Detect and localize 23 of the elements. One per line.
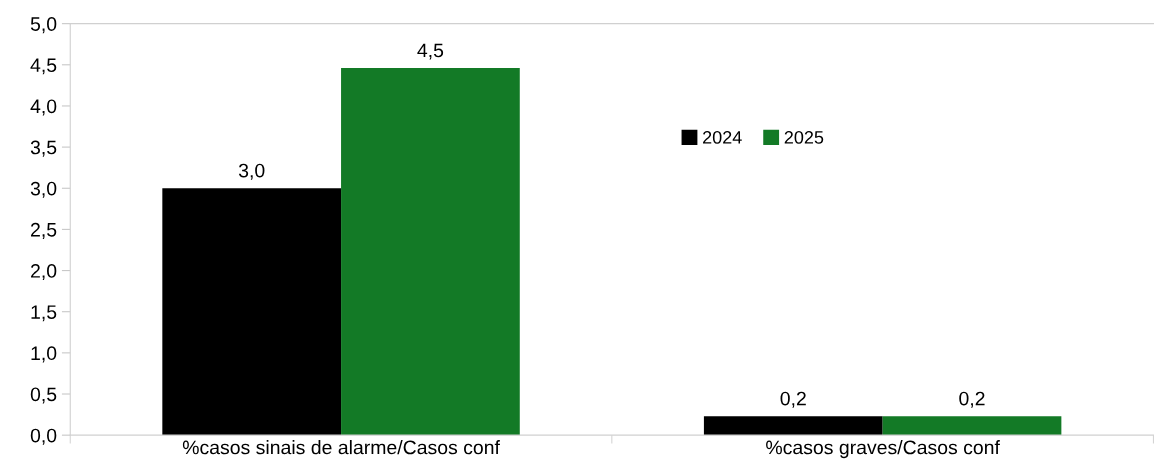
data-label: 3,0: [238, 163, 265, 180]
data-label: 4,5: [417, 43, 444, 60]
bar: [882, 416, 1062, 436]
y-tick-label: 0,0: [30, 428, 57, 445]
bar: [162, 188, 342, 436]
y-tick-label: 2,5: [31, 222, 57, 239]
x-tick-label: %casos graves/Casos conf: [766, 440, 1000, 459]
y-tick-label: 0,5: [30, 387, 57, 404]
legend-label: 2025: [784, 131, 824, 144]
legend-label: 2024: [703, 131, 742, 144]
y-tick-label: 4,0: [30, 99, 57, 116]
y-tick-label: 1,5: [31, 305, 57, 322]
x-tick-label: %casos sinais de alarme/Casos conf: [182, 440, 500, 455]
data-label: 0,2: [780, 391, 806, 408]
y-tick-label: 2,0: [31, 264, 57, 281]
y-tick-label: 4,5: [30, 58, 57, 75]
y-tick-label: 1,0: [31, 346, 57, 363]
y-tick-label: 3,0: [30, 181, 57, 198]
bar: [703, 416, 883, 436]
data-label: 0,2: [959, 391, 985, 408]
y-tick-label: 5,0: [30, 17, 57, 34]
y-tick-label: 3,5: [30, 140, 57, 157]
bar: [341, 68, 520, 436]
